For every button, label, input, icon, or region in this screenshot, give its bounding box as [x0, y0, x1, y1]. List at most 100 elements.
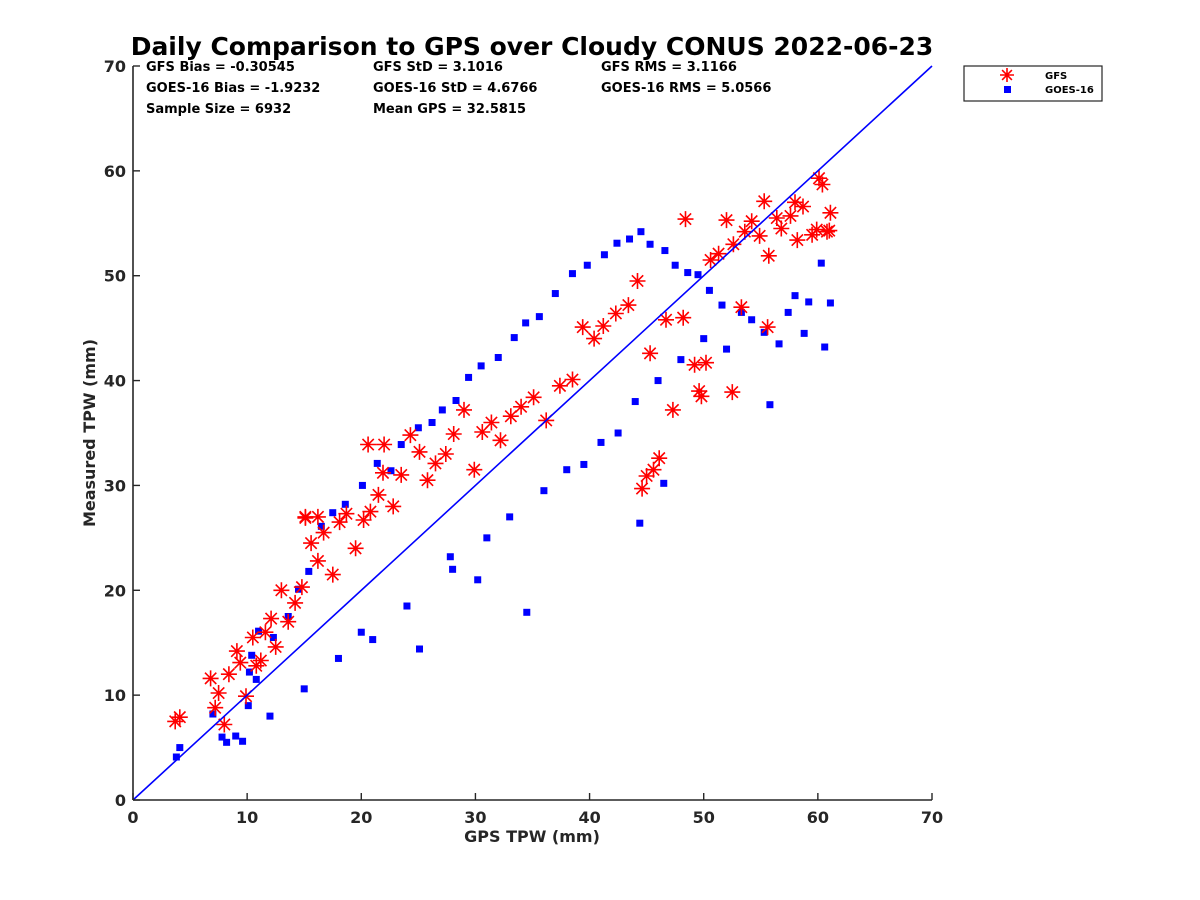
gfs-point: [513, 398, 530, 415]
goes16-point: [474, 576, 482, 584]
gfs-point: [437, 446, 454, 462]
legend-label-gfs: GFS: [1045, 71, 1067, 82]
goes16-point: [269, 633, 277, 641]
gfs-point: [1000, 68, 1014, 82]
goes16-point: [438, 406, 446, 414]
goes16-point: [295, 585, 303, 593]
goes16-point: [523, 608, 531, 616]
gfs-point: [642, 345, 659, 362]
goes16-point: [563, 466, 571, 474]
goes16-point: [357, 628, 365, 636]
gfs-point: [760, 247, 777, 264]
gfs-point: [376, 436, 393, 453]
goes16-point: [387, 467, 395, 475]
gfs-point: [645, 461, 662, 478]
x-tick-label: 30: [464, 808, 486, 827]
gfs-point: [252, 652, 269, 669]
gfs-point: [586, 330, 603, 347]
goes16-point: [791, 292, 799, 300]
x-tick-label: 70: [921, 808, 943, 827]
goes16-point: [255, 627, 263, 635]
gfs-point: [664, 401, 681, 418]
goes16-point: [522, 319, 530, 327]
gfs-point: [315, 524, 332, 541]
x-tick-label: 50: [693, 808, 715, 827]
gfs-point: [677, 211, 694, 228]
gfs-point: [718, 212, 735, 229]
goes16-point: [821, 343, 829, 351]
goes16-point: [334, 654, 342, 662]
gfs-point: [638, 468, 655, 484]
x-tick-label: 20: [350, 808, 372, 827]
goes16-point: [626, 235, 634, 243]
goes16-point: [760, 328, 768, 336]
goes16-point: [266, 712, 274, 720]
gfs-point: [445, 426, 462, 442]
gfs-point: [244, 629, 261, 646]
goes16-point: [403, 602, 411, 610]
goes16-point: [397, 441, 405, 449]
goes16-point: [705, 286, 713, 294]
stat-text: GFS Bias = -0.30545: [146, 60, 295, 75]
x-axis-label: GPS TPW (mm): [464, 827, 600, 846]
goes16-point: [358, 481, 366, 489]
stat-text: GOES-16 Bias = -1.9232: [146, 81, 320, 96]
gfs-point: [811, 170, 827, 187]
goes16-point: [477, 362, 485, 370]
goes16-point: [784, 308, 792, 316]
gfs-point: [347, 540, 364, 557]
goes16-point: [684, 269, 692, 277]
gfs-point: [787, 194, 803, 211]
goes16-point: [694, 271, 702, 279]
goes16-point: [661, 247, 669, 255]
gfs-point: [360, 436, 377, 453]
gfs-point: [309, 552, 326, 569]
goes16-point: [329, 509, 337, 517]
gfs-point: [216, 716, 233, 733]
one-to-one-reference-line: [132, 65, 933, 801]
goes16-point: [748, 316, 756, 324]
goes16-point: [428, 419, 436, 427]
gfs-point: [691, 383, 708, 400]
gfs-point: [595, 318, 612, 334]
y-axis-ticks: 0 10 20 30 40 50 60 70: [104, 57, 140, 810]
gfs-point: [651, 450, 668, 467]
goes16-point: [551, 290, 559, 298]
goes16-point: [252, 675, 260, 683]
gfs-point: [736, 223, 753, 240]
y-tick-label: 60: [104, 162, 126, 181]
gfs-point: [698, 354, 714, 371]
gfs-point: [297, 509, 314, 526]
x-axis-ticks: 0 10 20 30 40 50 60 70: [127, 793, 943, 827]
x-tick-label: 10: [236, 808, 258, 827]
gfs-point: [293, 579, 310, 596]
goes16-point: [449, 565, 457, 573]
goes16-point: [317, 522, 325, 530]
gfs-point: [725, 236, 742, 253]
goes16-point: [646, 240, 654, 248]
goes16-point: [305, 567, 313, 575]
goes16-point: [613, 239, 621, 247]
gfs-point: [466, 461, 483, 478]
goes16-point: [494, 354, 502, 362]
chart-title: Daily Comparison to GPS over Cloudy CONU…: [131, 32, 934, 61]
goes16-point: [766, 401, 774, 409]
y-tick-label: 0: [115, 791, 126, 810]
legend-goes16-square-icon: [1004, 86, 1011, 93]
goes16-point: [341, 500, 349, 508]
legend-box: [963, 65, 1103, 102]
goes16-point: [540, 487, 548, 495]
gfs-points: [167, 170, 839, 733]
gfs-point: [756, 193, 773, 210]
gfs-point: [280, 613, 297, 630]
gfs-point: [362, 503, 379, 520]
goes16-point: [244, 702, 252, 710]
x-tick-label: 40: [578, 808, 600, 827]
gfs-point: [795, 198, 811, 215]
goes16-point: [718, 301, 726, 309]
axes: 0 10 20 30 40 50 60 70 0 10 20 30 40 50 60 70: [104, 57, 943, 827]
gfs-point: [759, 319, 776, 336]
gfs-point: [525, 389, 542, 406]
goes16-point: [465, 373, 473, 381]
goes16-point: [636, 519, 644, 527]
